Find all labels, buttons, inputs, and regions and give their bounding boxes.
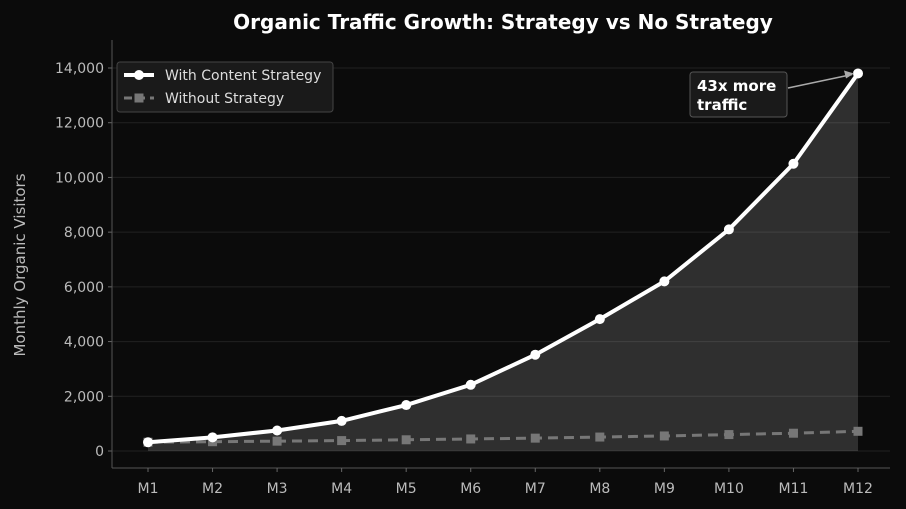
with-strategy-point [465,379,476,390]
y-tick-label: 14,000 [55,61,104,77]
y-tick-label: 0 [95,444,104,460]
with-strategy-point [401,400,412,411]
with-strategy-point [336,415,347,426]
y-tick-label: 2,000 [64,389,104,405]
without-strategy-point [659,431,669,441]
y-tick-label: 4,000 [64,335,104,351]
without-strategy-point [724,430,734,440]
legend-label: Without Strategy [165,91,284,107]
with-strategy-point [207,432,218,443]
x-tick-label: M2 [202,481,223,497]
area-fill [148,73,858,451]
y-axis-label: Monthly Organic Visitors [11,173,29,356]
without-strategy-point [853,426,863,436]
annotation-arrow [787,73,853,89]
y-tick-label: 10,000 [55,170,104,186]
legend-marker-with-strategy [134,70,144,80]
x-tick-label: M7 [525,481,546,497]
y-tick-label: 8,000 [64,225,104,241]
y-tick-label: 6,000 [64,280,104,296]
without-strategy-point [401,435,411,445]
with-strategy-point [530,349,541,360]
with-strategy-point [788,158,799,169]
x-tick-label: M6 [460,481,481,497]
legend-label: With Content Strategy [165,68,321,84]
x-tick-label: M9 [654,481,675,497]
with-strategy-point [143,437,153,448]
x-tick-label: M3 [267,481,288,497]
with-strategy-point [594,314,605,325]
legend-marker-without-strategy [134,93,144,103]
x-tick-label: M11 [779,481,809,497]
chart-title: Organic Traffic Growth: Strategy vs No S… [233,10,773,34]
with-strategy-point [659,276,670,287]
x-tick-label: M1 [138,481,159,497]
without-strategy-point [788,428,798,438]
without-strategy-point [595,432,605,442]
arrow-head-icon [844,70,854,79]
x-tick-label: M4 [331,481,352,497]
with-strategy-point [723,224,734,235]
annotation-box [689,71,788,118]
annotation-text: 43x more [697,77,776,95]
with-strategy-point [853,68,863,79]
without-strategy-point [530,433,540,443]
x-tick-label: M12 [843,481,873,497]
series-without-strategy-line [147,429,859,444]
y-tick-label: 12,000 [55,116,104,132]
x-tick-label: M8 [589,481,610,497]
without-strategy-point [337,436,347,446]
without-strategy-point [272,436,282,446]
legend-box [116,61,334,113]
annotation-text: traffic [697,96,747,114]
with-strategy-point [272,425,283,436]
series-with-strategy-line [147,72,860,445]
without-strategy-point [466,434,476,444]
x-tick-label: M10 [714,481,744,497]
x-tick-label: M5 [396,481,417,497]
